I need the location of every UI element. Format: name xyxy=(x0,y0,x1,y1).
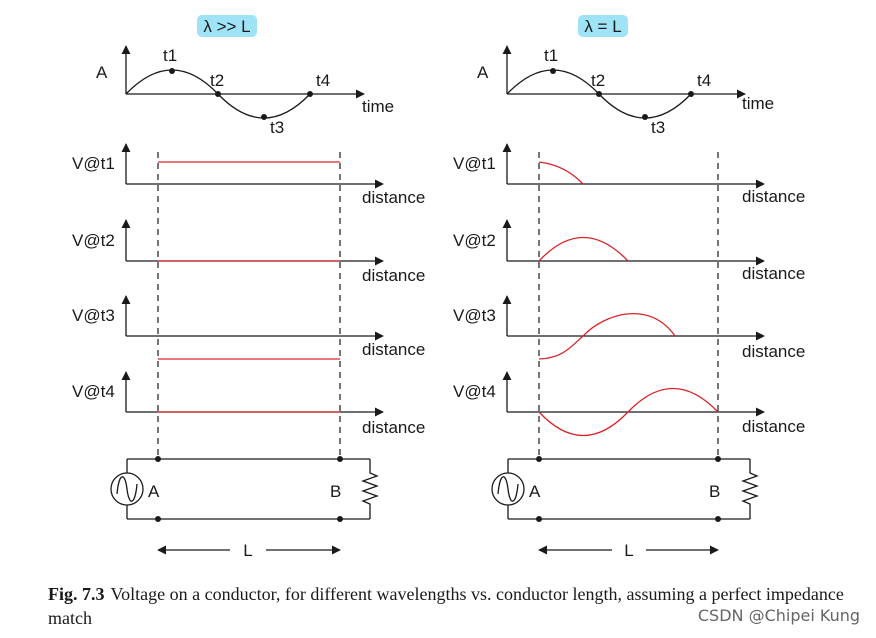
right-point-t2 xyxy=(596,91,602,97)
left-point-t2 xyxy=(215,91,221,97)
right-time-label: time xyxy=(742,94,774,113)
left-header: λ >> L xyxy=(203,17,250,36)
right-row-t4-label: V@t4 xyxy=(453,382,496,401)
right-row-t2-axis: distance xyxy=(742,264,805,283)
left-row-t2-axis: distance xyxy=(362,266,425,285)
left-row-t3-label: V@t3 xyxy=(72,306,115,325)
left-row-t3: V@t3 distance xyxy=(72,295,425,360)
left-ac-symbol xyxy=(116,476,138,502)
right-header-badge xyxy=(578,15,628,37)
left-row-t2: V@t2 distance xyxy=(72,219,425,285)
left-row-t4: V@t4 distance xyxy=(72,371,425,437)
left-panel: λ >> L A t1 t2 t3 t4 time V@t1 distance xyxy=(72,15,425,560)
left-length-label: L xyxy=(243,541,252,560)
right-row-t3-axis: distance xyxy=(742,342,805,361)
left-point-t4 xyxy=(307,91,313,97)
right-row-t3: V@t3 distance xyxy=(453,295,805,361)
left-resistor xyxy=(361,459,379,519)
right-row-t2-label: V@t2 xyxy=(453,231,496,250)
right-point-t4 xyxy=(688,91,694,97)
left-row-t1-label: V@t1 xyxy=(72,154,115,173)
left-amplitude-label: A xyxy=(96,63,108,82)
right-voltage-t2 xyxy=(538,237,629,262)
right-voltage-t1 xyxy=(538,161,584,185)
left-time-plot: A t1 t2 t3 t4 time xyxy=(96,45,394,137)
left-row-t1-axis: distance xyxy=(362,188,425,207)
left-row-t4-label: V@t4 xyxy=(72,382,115,401)
right-row-t1-axis: distance xyxy=(742,187,805,206)
right-voltage-t4 xyxy=(538,388,719,436)
left-t3-label: t3 xyxy=(270,118,284,137)
right-circuit: A B xyxy=(491,456,759,522)
right-row-t4: V@t4 distance xyxy=(453,371,805,436)
right-header: λ = L xyxy=(584,17,621,36)
watermark: CSDN @Chipei Kung xyxy=(697,606,860,625)
left-row-t2-label: V@t2 xyxy=(72,231,115,250)
right-t1-label: t1 xyxy=(544,46,558,65)
left-end-a: A xyxy=(148,482,160,501)
right-time-plot: A t1 t2 t3 t4 time xyxy=(477,45,774,137)
left-time-label: time xyxy=(362,97,394,116)
right-end-b: B xyxy=(709,482,720,501)
figure-caption: Fig. 7.3 Voltage on a conductor, for diff… xyxy=(48,582,848,630)
right-voltage-t3 xyxy=(538,313,676,360)
right-row-t3-label: V@t3 xyxy=(453,306,496,325)
right-t4-label: t4 xyxy=(697,71,711,90)
left-point-t1 xyxy=(169,68,175,74)
right-point-t3 xyxy=(642,114,648,120)
left-row-t1: V@t1 distance xyxy=(72,143,425,207)
left-row-t4-axis: distance xyxy=(362,418,425,437)
right-amplitude-label: A xyxy=(477,63,489,82)
left-t2-label: t2 xyxy=(210,71,224,90)
caption-text: Voltage on a conductor, for different wa… xyxy=(48,584,844,628)
right-ac-symbol xyxy=(497,476,519,502)
left-point-t3 xyxy=(261,114,267,120)
right-length-label: L xyxy=(624,541,633,560)
left-row-t3-axis: distance xyxy=(362,340,425,359)
right-t3-label: t3 xyxy=(651,118,665,137)
right-row-t4-axis: distance xyxy=(742,417,805,436)
left-header-badge xyxy=(197,15,257,37)
caption-figure-number: Fig. 7.3 xyxy=(48,584,105,604)
right-point-t1 xyxy=(550,68,556,74)
right-resistor xyxy=(741,459,759,519)
left-end-b: B xyxy=(330,482,341,501)
right-row-t1-label: V@t1 xyxy=(453,154,496,173)
left-t4-label: t4 xyxy=(316,71,330,90)
right-row-t1: V@t1 distance xyxy=(453,143,805,206)
right-row-t2: V@t2 distance xyxy=(453,219,805,283)
right-t2-label: t2 xyxy=(591,71,605,90)
left-t1-label: t1 xyxy=(163,46,177,65)
left-circuit: A B xyxy=(110,456,379,522)
right-panel: λ = L A t1 t2 t3 t4 time V@t1 distance xyxy=(453,15,805,560)
right-end-a: A xyxy=(529,482,541,501)
